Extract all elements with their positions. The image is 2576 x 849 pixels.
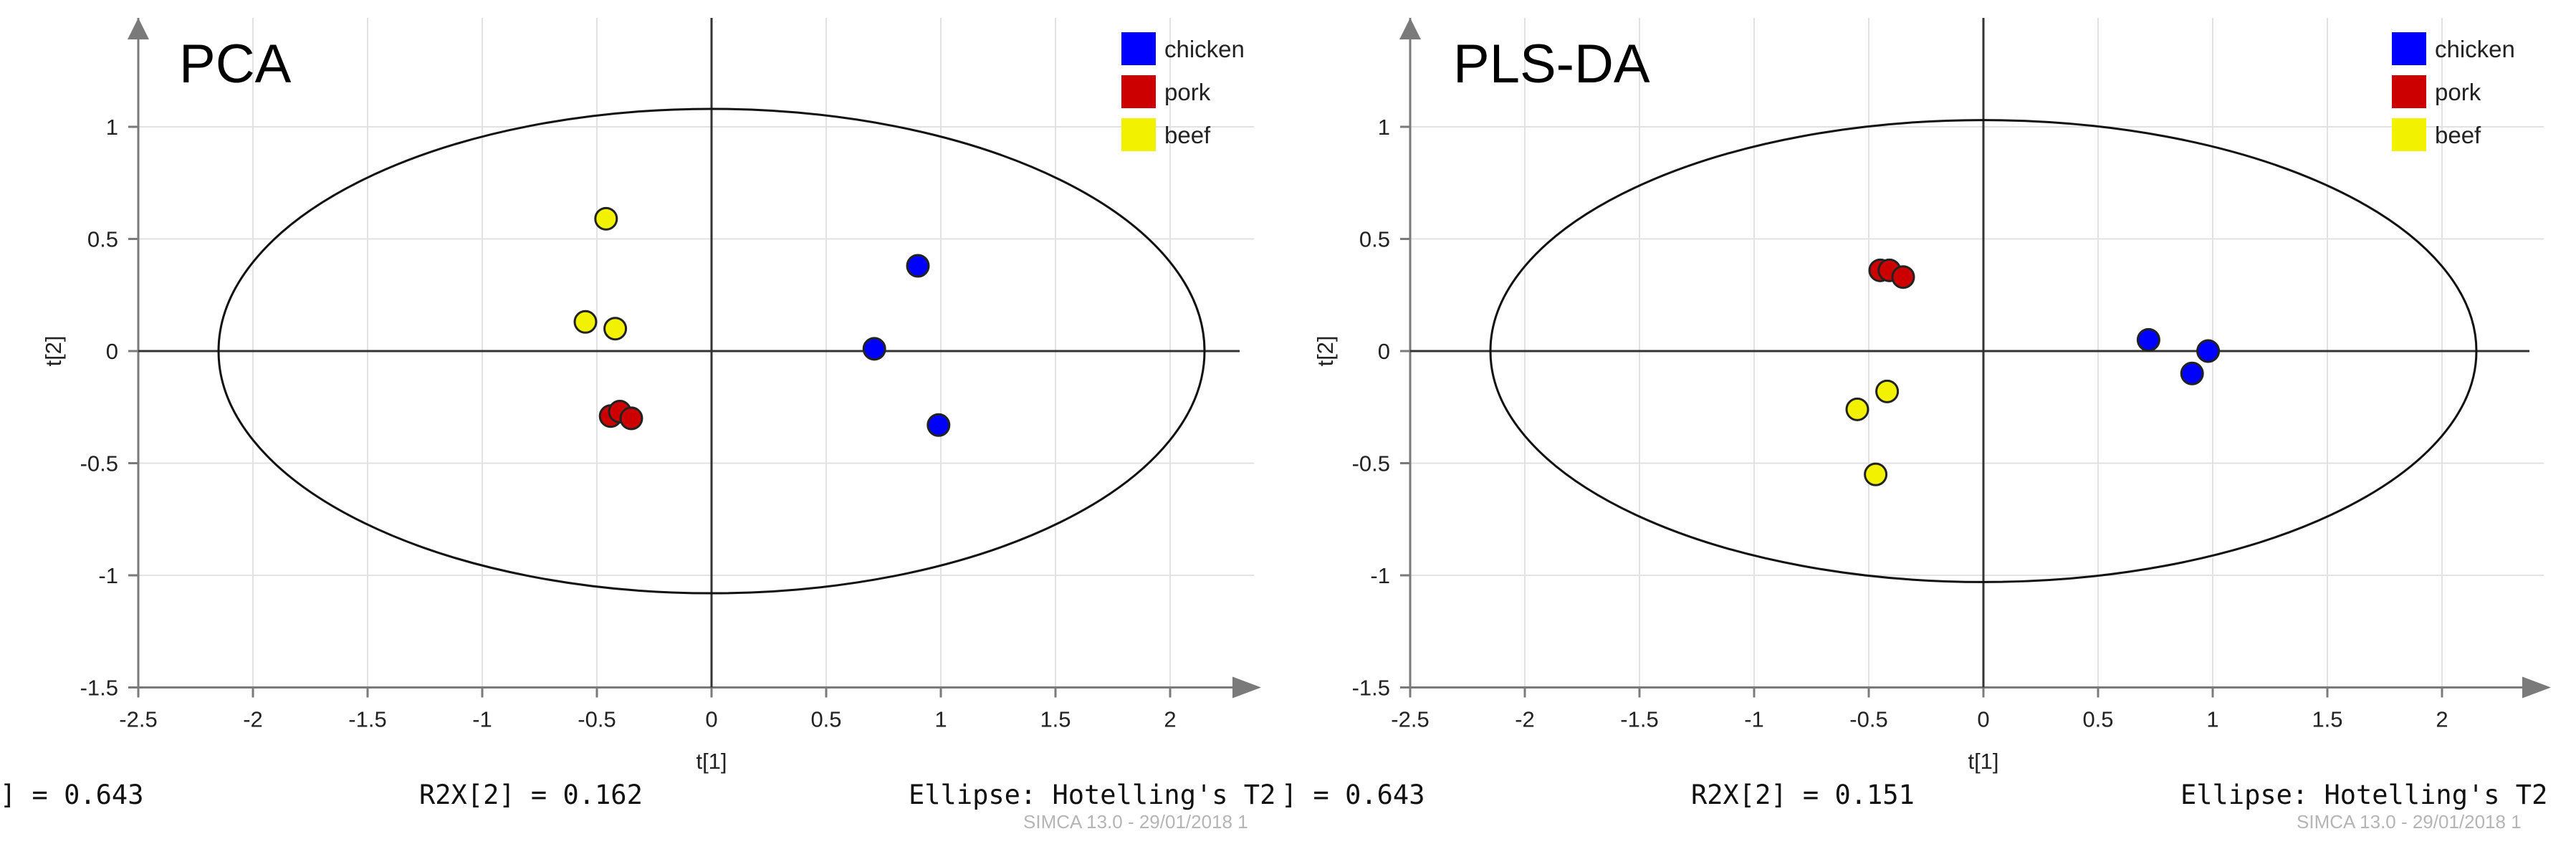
plsda-x-tick-label: -1 (1744, 707, 1764, 732)
plsda-y-tick-label: 0.5 (1359, 227, 1390, 252)
plsda-y-tick-label: -0.5 (1352, 451, 1390, 476)
pca-x-axis-arrow (1232, 676, 1261, 699)
pca-footer-r2x2: R2X[2] = 0.162 (419, 780, 643, 810)
plsda-footer-r2x2: R2X[2] = 0.151 (1691, 780, 1915, 810)
plsda-x-tick-label: 1.5 (2312, 707, 2342, 732)
pca-x-tick-label: -2 (243, 707, 263, 732)
plsda-title: PLS-DA (1453, 34, 1650, 95)
plsda-point-chicken (2196, 339, 2221, 363)
pca-footer-r2x1: ] = 0.643 (0, 780, 144, 810)
pca-y-tick-label: -1.5 (80, 676, 118, 701)
plsda-y-axis-arrow (1399, 18, 1421, 39)
pca-title: PCA (179, 34, 292, 95)
plsda-footer-ellipse: Ellipse: Hotelling's T2 (2180, 780, 2548, 810)
plsda-y-tick-label: 0 (1378, 339, 1390, 364)
plsda-watermark: SIMCA 13.0 - 29/01/2018 1 (2297, 811, 2522, 833)
plsda-x-tick-label: -0.5 (1849, 707, 1887, 732)
plsda-x-axis-arrow (2522, 676, 2551, 699)
plsda-x-tick-label: 1 (2206, 707, 2218, 732)
plsda-point-beef (1864, 462, 1888, 486)
plsda-legend-swatch-beef (2392, 118, 2426, 151)
pca-legend-swatch-pork (1121, 75, 1156, 108)
plsda-point-beef (1845, 397, 1869, 421)
pca-x-tick-label: -1.5 (348, 707, 386, 732)
pca-y-tick-label: -0.5 (80, 451, 118, 476)
pca-legend-label-chicken: chicken (1164, 36, 1245, 62)
plsda-y-tick-label: 1 (1378, 115, 1390, 140)
plsda-x-tick-label: 0 (1977, 707, 1989, 732)
pca-y-tick-label: 1 (106, 115, 118, 140)
pca-x-tick-label: 0.5 (810, 707, 841, 732)
pca-x-tick-label: 1.5 (1040, 707, 1071, 732)
plsda-x-tick-label: 0.5 (2082, 707, 2113, 732)
plsda-x-tick-label: -2.5 (1391, 707, 1429, 732)
pca-point-beef (594, 206, 618, 231)
plsda-y-axis-label: t[2] (1313, 335, 1338, 366)
pca-x-tick-label: -0.5 (578, 707, 616, 732)
plsda-x-tick-label: -1.5 (1620, 707, 1658, 732)
plsda-x-tick-label: -2 (1515, 707, 1535, 732)
pca-x-tick-label: 0 (705, 707, 717, 732)
plsda-point-beef (1875, 379, 1900, 403)
plsda-legend-label-chicken: chicken (2435, 36, 2515, 62)
pca-legend-label-beef: beef (1164, 122, 1211, 148)
plsda-footer-r2x1: ] = 0.643 (1281, 780, 1425, 810)
pca-y-axis-arrow (128, 18, 149, 39)
pca-legend-swatch-beef (1121, 118, 1156, 151)
plsda-point-chicken (2180, 361, 2204, 385)
pca-watermark: SIMCA 13.0 - 29/01/2018 1 (1023, 811, 1248, 833)
pca-x-tick-label: 1 (934, 707, 947, 732)
plsda-y-tick-label: -1 (1370, 563, 1390, 588)
pca-x-axis-label: t[1] (696, 749, 727, 774)
pca-point-chicken (906, 254, 930, 278)
pca-point-chicken (927, 413, 951, 437)
pca-y-axis-label: t[2] (41, 335, 66, 366)
pca-point-chicken (862, 337, 886, 361)
pca-footer-ellipse: Ellipse: Hotelling's T2 (909, 780, 1276, 810)
pca-y-tick-label: 0.5 (87, 227, 118, 252)
pca-legend-swatch-chicken (1121, 32, 1156, 65)
plsda-x-tick-label: 2 (2436, 707, 2448, 732)
pca-point-beef (603, 317, 628, 341)
pca-x-tick-label: 2 (1164, 707, 1176, 732)
plsda-y-tick-label: -1.5 (1352, 676, 1390, 701)
plsda-point-pork (1891, 265, 1915, 289)
pca-x-tick-label: -2.5 (119, 707, 157, 732)
pca-hotelling-ellipse (217, 107, 1206, 595)
plsda-point-chicken (2136, 327, 2160, 352)
plsda-legend-label-beef: beef (2435, 122, 2481, 148)
pca-point-beef (573, 310, 598, 334)
pca-y-tick-label: -1 (98, 563, 118, 588)
plsda-hotelling-ellipse (1489, 119, 2478, 583)
plsda-legend-swatch-pork (2392, 75, 2426, 108)
pca-y-tick-label: 0 (106, 339, 118, 364)
plsda-x-axis-label: t[1] (1968, 749, 1998, 774)
pca-legend-label-pork: pork (1164, 79, 1211, 105)
plsda-legend-swatch-chicken (2392, 32, 2426, 65)
pca-x-tick-label: -1 (472, 707, 492, 732)
pca-point-pork (619, 406, 643, 431)
plsda-legend-label-pork: pork (2435, 79, 2481, 105)
